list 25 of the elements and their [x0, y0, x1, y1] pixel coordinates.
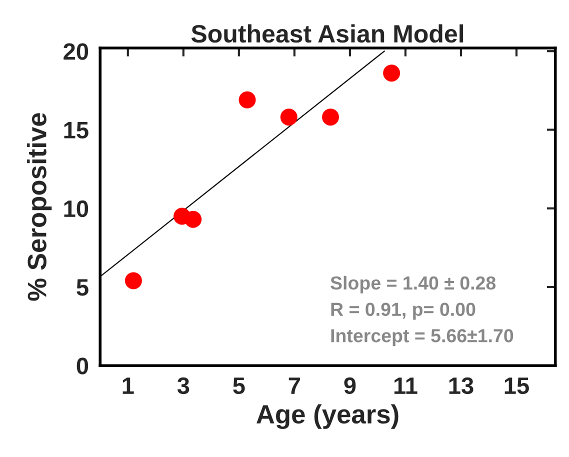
annotation: Intercept = 5.66±1.70 — [331, 329, 514, 346]
x-tick-label: 3 — [177, 377, 190, 394]
y-tick-label: 5 — [76, 279, 88, 296]
x-tick-label: 15 — [504, 378, 529, 394]
chart-title: Southeast Asian Model — [191, 24, 464, 43]
annotation: R = 0.91, p= 0.00 — [331, 302, 476, 320]
point — [184, 210, 202, 228]
x-tick-label: 11 — [394, 378, 418, 394]
point — [280, 108, 298, 126]
x-tick-label: 7 — [288, 378, 300, 394]
y-tick-label: 0 — [76, 358, 88, 374]
y-tick-label: 10 — [64, 200, 88, 218]
x-tick-label: 9 — [344, 377, 356, 394]
point — [238, 91, 256, 108]
x-axis-title: Age (years) — [256, 404, 398, 429]
point — [124, 272, 142, 290]
point — [383, 64, 400, 82]
annotation: Slope = 1.40 ± 0.28 — [330, 276, 496, 294]
y-tick-label: 15 — [64, 122, 88, 139]
y-axis-title: % Seropositive — [27, 113, 52, 301]
y-tick-label: 20 — [64, 43, 88, 60]
x-tick-label: 5 — [233, 378, 245, 394]
point — [322, 108, 340, 126]
x-tick-label: 13 — [449, 377, 474, 394]
x-tick-label: 1 — [122, 378, 134, 394]
